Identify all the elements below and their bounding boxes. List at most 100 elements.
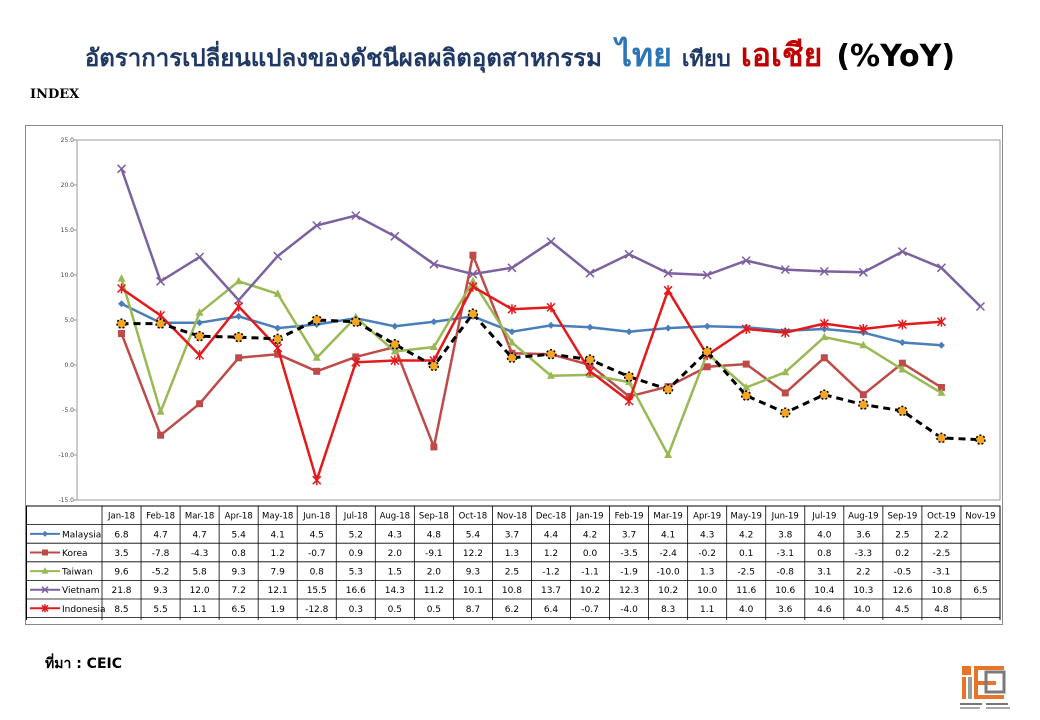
x-tick-label: Jan-19 bbox=[576, 512, 604, 522]
data-point bbox=[937, 388, 946, 396]
data-point bbox=[311, 314, 322, 326]
x-tick-label: Apr-18 bbox=[225, 512, 253, 522]
data-label: 14.3 bbox=[385, 586, 405, 596]
data-label: -0.8 bbox=[776, 568, 794, 578]
data-point bbox=[625, 377, 634, 386]
series-line-indonesia bbox=[120, 285, 942, 482]
data-label: 2.5 bbox=[895, 530, 909, 540]
data-label: 0.9 bbox=[349, 549, 364, 559]
data-label: 12.2 bbox=[463, 549, 483, 559]
data-point bbox=[506, 352, 518, 364]
data-point bbox=[820, 354, 828, 362]
legend-key-malaysia bbox=[30, 530, 60, 537]
legend-key-indonesia bbox=[30, 604, 60, 613]
data-point bbox=[546, 237, 556, 247]
x-tick-label: Feb-19 bbox=[615, 512, 644, 522]
data-label: 11.6 bbox=[736, 586, 756, 596]
data-point bbox=[468, 269, 478, 279]
data-point bbox=[975, 434, 986, 445]
data-point bbox=[312, 220, 322, 231]
data-point bbox=[155, 318, 166, 329]
data-point bbox=[702, 270, 712, 280]
data-point bbox=[742, 360, 750, 368]
data-point bbox=[195, 350, 205, 361]
y-tick-label: 5.0 bbox=[64, 317, 74, 324]
data-label: -3.1 bbox=[776, 549, 794, 559]
data-label: 3.7 bbox=[622, 530, 636, 540]
data-point bbox=[781, 389, 789, 397]
data-label: 8.7 bbox=[466, 605, 480, 615]
x-tick-label: May-19 bbox=[731, 512, 762, 522]
data-point bbox=[937, 384, 945, 391]
data-point bbox=[859, 340, 868, 349]
title-asia: เอเชีย bbox=[740, 36, 823, 74]
data-point bbox=[196, 400, 204, 408]
data-label: 6.8 bbox=[114, 530, 129, 540]
x-tick-label: Apr-19 bbox=[693, 512, 721, 522]
data-point bbox=[274, 350, 282, 358]
data-label: -1.9 bbox=[620, 568, 638, 578]
data-point bbox=[350, 316, 362, 328]
legend-marker bbox=[42, 549, 48, 556]
data-label: 15.5 bbox=[307, 586, 327, 596]
legend-label-vietnam: Vietnam bbox=[62, 586, 100, 596]
y-tick-label: 10.0 bbox=[61, 272, 75, 279]
data-label: 10.1 bbox=[463, 586, 483, 596]
legend-key-taiwan bbox=[30, 567, 60, 574]
data-label: 4.4 bbox=[544, 530, 559, 540]
data-label: -9.1 bbox=[425, 549, 443, 559]
data-point bbox=[157, 431, 165, 439]
data-label: -12.8 bbox=[305, 605, 329, 615]
data-label: 12.0 bbox=[190, 586, 210, 596]
y-tick-label: 15.0 bbox=[61, 227, 75, 234]
data-point bbox=[586, 361, 594, 369]
data-label: 0.0 bbox=[583, 549, 598, 559]
data-label: 2.2 bbox=[934, 530, 948, 540]
data-label: 9.3 bbox=[231, 568, 245, 578]
data-label: 10.2 bbox=[658, 586, 678, 596]
data-label: 5.8 bbox=[192, 568, 207, 578]
data-point bbox=[625, 328, 633, 336]
data-point bbox=[584, 354, 596, 365]
data-point bbox=[780, 265, 790, 275]
y-tick-label: 20.0 bbox=[61, 182, 75, 189]
data-label: 1.9 bbox=[271, 605, 286, 615]
data-label: 0.8 bbox=[817, 549, 832, 559]
data-point bbox=[859, 391, 867, 399]
data-label: 4.1 bbox=[271, 530, 285, 540]
data-label: 10.4 bbox=[814, 586, 834, 596]
data-label: -10.0 bbox=[656, 568, 680, 578]
legend-key-vietnam bbox=[30, 586, 60, 594]
data-point bbox=[936, 263, 946, 273]
data-label: 4.1 bbox=[661, 530, 675, 540]
x-tick-label: Jun-19 bbox=[771, 512, 799, 522]
legend-label-taiwan: Taiwan bbox=[61, 568, 93, 578]
data-label: 10.6 bbox=[775, 586, 795, 596]
data-label: 1.1 bbox=[192, 605, 206, 615]
data-label: -4.3 bbox=[191, 549, 209, 559]
data-label: 1.5 bbox=[388, 568, 402, 578]
data-point bbox=[819, 266, 829, 276]
x-tick-label: Dec-18 bbox=[536, 512, 566, 522]
data-label: 5.3 bbox=[349, 568, 363, 578]
data-label: -0.5 bbox=[894, 568, 912, 578]
data-label: 10.8 bbox=[502, 586, 522, 596]
data-label: 9.6 bbox=[114, 568, 129, 578]
data-point bbox=[116, 283, 127, 294]
data-point bbox=[390, 355, 400, 366]
chart-title: อัตราการเปลี่ยนแปลงของดัชนีผลผลิตอุตสาหก… bbox=[0, 30, 1040, 81]
data-point bbox=[898, 365, 907, 373]
data-point bbox=[391, 322, 399, 330]
series-markers-taiwan bbox=[117, 274, 946, 458]
data-point bbox=[975, 301, 986, 312]
x-tick-label: Sep-18 bbox=[419, 512, 449, 522]
line-chart: 25.0 20.0 15.0 10.0 5.0 0.0 -5.0 -10.0 -15.0 Jan-… bbox=[26, 137, 1001, 637]
legend-label-malaysia: Malaysia bbox=[62, 530, 101, 540]
data-point bbox=[936, 316, 946, 327]
legend-key-korea bbox=[30, 549, 60, 556]
data-label: 2.5 bbox=[505, 568, 519, 578]
data-label: 4.2 bbox=[739, 530, 753, 540]
data-label: 16.6 bbox=[346, 586, 366, 596]
data-point bbox=[235, 354, 243, 362]
data-label: 2.0 bbox=[388, 549, 403, 559]
